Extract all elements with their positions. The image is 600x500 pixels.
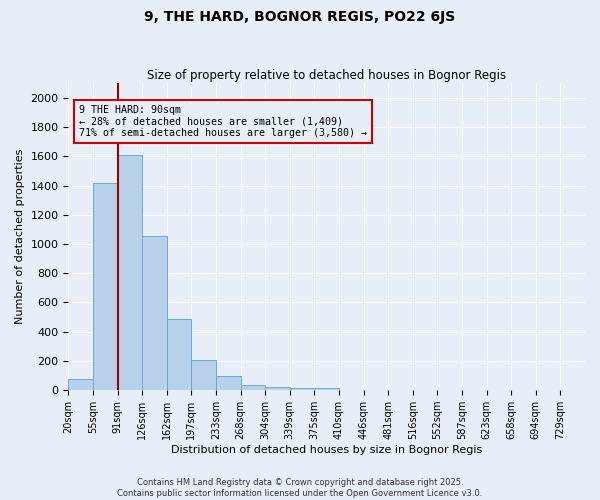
Bar [314, 388, 339, 390]
Bar [142, 236, 167, 390]
Text: 9 THE HARD: 90sqm
← 28% of detached houses are smaller (1,409)
71% of semi-detac: 9 THE HARD: 90sqm ← 28% of detached hous… [79, 104, 367, 138]
Bar [241, 385, 265, 390]
Bar [93, 182, 118, 390]
Bar [191, 360, 216, 390]
Bar [265, 388, 290, 390]
X-axis label: Distribution of detached houses by size in Bognor Regis: Distribution of detached houses by size … [171, 445, 482, 455]
Bar [68, 380, 93, 390]
Text: 9, THE HARD, BOGNOR REGIS, PO22 6JS: 9, THE HARD, BOGNOR REGIS, PO22 6JS [145, 10, 455, 24]
Y-axis label: Number of detached properties: Number of detached properties [15, 149, 25, 324]
Title: Size of property relative to detached houses in Bognor Regis: Size of property relative to detached ho… [147, 69, 506, 82]
Bar [290, 388, 314, 390]
Text: Contains HM Land Registry data © Crown copyright and database right 2025.
Contai: Contains HM Land Registry data © Crown c… [118, 478, 482, 498]
Bar [118, 155, 142, 390]
Bar [167, 320, 191, 390]
Bar [216, 376, 241, 390]
